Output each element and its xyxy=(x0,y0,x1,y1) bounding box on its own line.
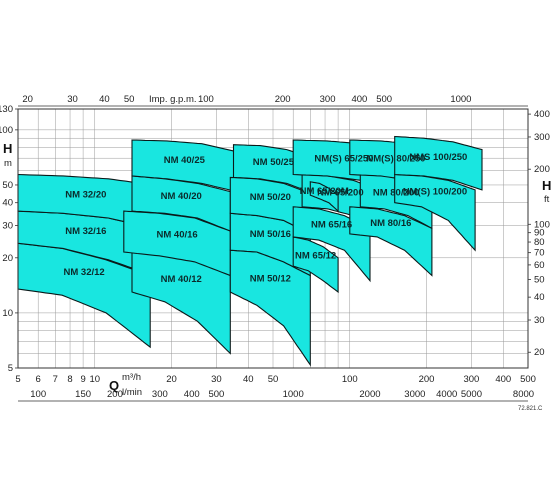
y-left-unit: m xyxy=(4,158,12,169)
x-tick-label: 200 xyxy=(419,374,435,385)
pump-range-label: NM(S) 65/250 xyxy=(314,153,373,164)
y-left-tick-label: 5 xyxy=(8,363,13,374)
x-unit-m3h: m³/h xyxy=(122,372,141,383)
x-tick-label: 5 xyxy=(15,374,20,385)
plot-area-border xyxy=(17,108,529,369)
pump-range-area xyxy=(309,181,339,213)
pump-range-label: NM 80/200 xyxy=(373,187,419,198)
y-right-tick-label: 70 xyxy=(534,248,545,259)
pump-range-area xyxy=(292,236,339,294)
lmin-tick-label: 1000 xyxy=(283,389,304,400)
x-tick-label: 50 xyxy=(268,374,279,385)
pump-range-label: NM 50/16 xyxy=(250,229,291,240)
y-right-tick-label: 30 xyxy=(534,315,545,326)
x-tick-label: 30 xyxy=(211,374,222,385)
gpm-tick-label: 400 xyxy=(351,94,367,105)
y-left-tick-label: 20 xyxy=(2,253,13,264)
pump-range-label: NM 50/25 xyxy=(253,157,295,168)
lmin-tick-label: 2000 xyxy=(359,389,380,400)
pump-range-area xyxy=(349,206,433,277)
y-right-tick-label: 90 xyxy=(534,228,545,239)
pump-range-label: NM 65/12 xyxy=(295,250,336,261)
x-tick-label: 9 xyxy=(80,374,85,385)
reference-code: 72.821.C xyxy=(518,406,543,412)
y-right-tick-label: 50 xyxy=(534,274,545,285)
y-left-letter: H xyxy=(3,141,12,156)
pump-ranges: NM 32/12 NM 32/16 NM 32/20 NM 40/12 NM 40/16… xyxy=(17,135,483,367)
y-left-tick-label: 100 xyxy=(0,125,13,136)
pump-range-label: NM 40/16 xyxy=(157,230,198,241)
x-gpm-label: Imp. g.p.m. xyxy=(149,94,197,105)
gpm-tick-label: 100 xyxy=(198,94,214,105)
x-tick-label: 8 xyxy=(67,374,72,385)
pump-range-label: NM(S) 80/250 xyxy=(366,153,425,164)
y-right-unit: ft xyxy=(544,194,550,205)
y-right-tick-label: 300 xyxy=(534,132,550,143)
x-tick-label: 500 xyxy=(520,374,536,385)
y-left-tick-label: 50 xyxy=(2,180,13,191)
x-tick-label: 6 xyxy=(36,374,41,385)
gpm-tick-label: 200 xyxy=(275,94,291,105)
gpm-tick-label: 300 xyxy=(320,94,336,105)
lmin-tick-label: 4000 xyxy=(436,389,457,400)
lmin-tick-label: 100 xyxy=(30,389,46,400)
x-tick-label: 40 xyxy=(243,374,254,385)
gpm-tick-label: 50 xyxy=(124,94,135,105)
y-right-letter: H xyxy=(542,178,551,193)
pump-range-label: NMS 100/250 xyxy=(409,152,467,163)
gpm-tick-label: 1000 xyxy=(450,94,471,105)
lmin-tick-label: 400 xyxy=(184,389,200,400)
pump-range-area xyxy=(394,135,483,191)
axes: 5102030405010013020304050607080901002003… xyxy=(0,94,550,402)
pump-range-label: NM 80/16 xyxy=(370,218,411,229)
x-tick-label: 300 xyxy=(463,374,479,385)
lmin-tick-label: 5000 xyxy=(461,389,482,400)
x-tick-label: 100 xyxy=(342,374,358,385)
pump-range-label: NM 50/12 xyxy=(250,274,291,285)
lmin-tick-label: 3000 xyxy=(404,389,425,400)
pump-range-label: NM 50/20 xyxy=(250,192,291,203)
x-tick-label: 7 xyxy=(53,374,58,385)
y-left-tick-label: 10 xyxy=(2,308,13,319)
lmin-tick-label: 8000 xyxy=(513,389,534,400)
pump-range-label: NM 65/16 xyxy=(311,220,352,231)
pump-range-label: NM 65/200 xyxy=(317,187,363,198)
x-letter: Q xyxy=(109,378,119,393)
x-tick-label: 20 xyxy=(166,374,177,385)
y-right-tick-label: 40 xyxy=(534,292,545,303)
y-right-tick-label: 100 xyxy=(534,219,550,230)
gpm-tick-label: 30 xyxy=(67,94,78,105)
plot-frame xyxy=(17,108,529,369)
gpm-tick-label: 20 xyxy=(22,94,33,105)
y-right-tick-label: 400 xyxy=(534,109,550,120)
y-right-tick-label: 200 xyxy=(534,164,550,175)
lmin-tick-label: 200 xyxy=(107,389,123,400)
pump-range-label: NM 40/20 xyxy=(161,191,202,202)
y-left-tick-label: 130 xyxy=(0,104,13,115)
x-tick-label: 10 xyxy=(89,374,100,385)
pump-range-label: NM 65/20M xyxy=(300,186,349,197)
pump-range-label: NM 40/25 xyxy=(164,155,206,166)
x-unit-lmin: l/min xyxy=(122,387,142,398)
gpm-tick-label: 40 xyxy=(99,94,110,105)
y-left-tick-label: 40 xyxy=(2,198,13,209)
pump-range-label: NM 32/12 xyxy=(64,267,105,278)
pump-range-label: NM 32/16 xyxy=(65,226,106,237)
lmin-tick-label: 500 xyxy=(208,389,224,400)
y-right-tick-label: 60 xyxy=(534,260,545,271)
y-right-tick-label: 20 xyxy=(534,347,545,358)
lmin-tick-label: 150 xyxy=(75,389,91,400)
pump-range-label: NM(S) 100/200 xyxy=(403,186,467,197)
y-left-tick-label: 30 xyxy=(2,221,13,232)
pump-range-label: NM 32/20 xyxy=(65,190,106,201)
lmin-tick-label: 300 xyxy=(152,389,168,400)
pump-range-label: NM 40/12 xyxy=(161,274,202,285)
y-right-tick-label: 80 xyxy=(534,237,545,248)
gpm-tick-label: 500 xyxy=(376,94,392,105)
x-tick-label: 400 xyxy=(495,374,511,385)
